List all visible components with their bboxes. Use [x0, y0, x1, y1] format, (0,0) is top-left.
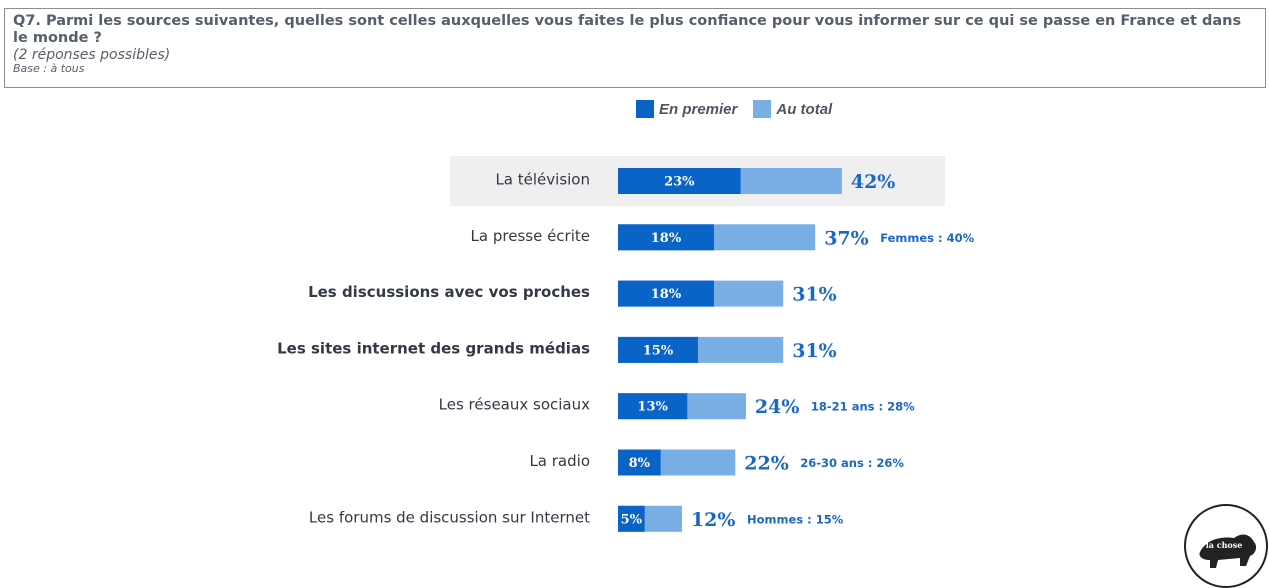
legend-label-first: En premier: [659, 100, 738, 118]
legend-swatch-total: [753, 100, 772, 118]
category-label: La télévision: [495, 171, 590, 189]
legend-label-total: Au total: [776, 100, 833, 118]
bar-chart: La télévision 23% 42% La presse écrite 18% 37…: [277, 156, 975, 532]
data-label-first: 15%: [643, 343, 674, 358]
bar-first: [618, 393, 688, 420]
category-label: La presse écrite: [471, 227, 590, 245]
category-label: Les sites internet des grands médias: [277, 339, 590, 357]
annotation-note: Hommes : 15%: [747, 512, 844, 526]
annotation-note: 18-21 ans : 28%: [811, 400, 915, 414]
bar-first: [618, 224, 714, 251]
data-label-total: 12%: [691, 509, 736, 531]
category-label: Les réseaux sociaux: [439, 396, 590, 414]
category-label: Les forums de discussion sur Internet: [309, 508, 590, 526]
data-label-total: 37%: [824, 227, 869, 249]
svg-text:la chose: la chose: [1206, 540, 1243, 550]
data-label-first: 23%: [664, 175, 695, 190]
question-box: Q7. Parmi les sources suivantes, quelles…: [4, 8, 1266, 88]
data-label-total: 42%: [851, 171, 896, 193]
data-label-total: 22%: [744, 453, 789, 475]
annotation-note: 26-30 ans : 26%: [800, 456, 904, 470]
question-subtitle: (2 réponses possibles): [13, 47, 171, 63]
bar-first: [618, 168, 741, 194]
chart-legend: En premier Au total: [636, 100, 848, 118]
question-base: Base : à tous: [13, 62, 85, 75]
legend-item-total: Au total: [753, 100, 832, 118]
category-label: La radio: [529, 452, 590, 470]
data-label-first: 13%: [637, 400, 668, 415]
legend-swatch-first: [636, 100, 654, 118]
bar-first: [618, 449, 661, 476]
data-label-first: 5%: [621, 512, 643, 527]
data-label-first: 18%: [651, 287, 682, 302]
data-label-first: 8%: [629, 456, 651, 471]
legend-item-first: En premier: [636, 100, 737, 118]
brand-logo: la chose: [1184, 504, 1268, 588]
data-label-total: 31%: [792, 340, 837, 362]
bar-first: [618, 505, 645, 532]
bar-first: [618, 336, 698, 363]
annotation-note: Femmes : 40%: [880, 231, 974, 245]
category-label: Les discussions avec vos proches: [308, 283, 590, 301]
data-label-first: 18%: [651, 231, 682, 246]
data-label-total: 24%: [755, 396, 800, 418]
question-title: Q7. Parmi les sources suivantes, quelles…: [13, 13, 1242, 46]
data-label-total: 31%: [792, 284, 837, 306]
bar-first: [618, 280, 714, 307]
